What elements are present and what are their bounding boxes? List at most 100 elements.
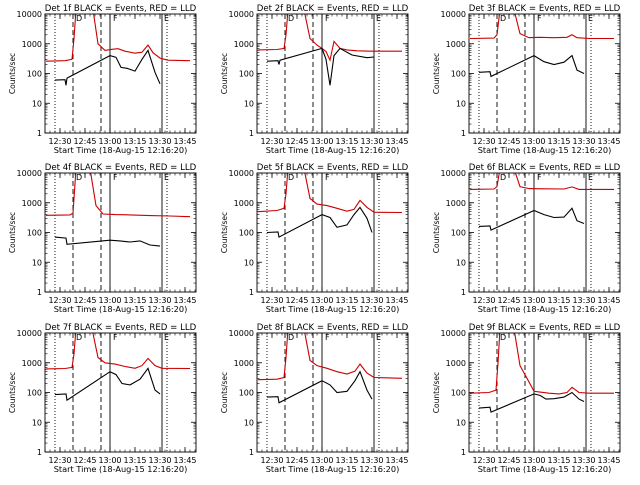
x-axis-label: Start Time (18-Aug-15 12:16:20) [266, 464, 400, 474]
x-tick-label: 13:45 [173, 137, 196, 146]
x-tick-label: 13:15 [335, 296, 358, 305]
series-group [469, 173, 614, 231]
flag-label: F [325, 14, 330, 23]
flag-label: D [500, 14, 506, 23]
detector-panel: Det 1f BLACK = Events, RED = LLD Counts/s… [8, 4, 197, 155]
y-tick-label: 1 [37, 448, 42, 457]
y-tick-label: 1 [461, 129, 466, 138]
x-tick-label: 12:30 [260, 137, 283, 146]
y-tick-label: 1000 [22, 199, 42, 208]
lld-series-line [469, 333, 614, 395]
events-series-line [266, 370, 373, 404]
y-tick-label: 100 [451, 229, 466, 238]
y-tick-label: 10000 [229, 10, 254, 19]
y-tick-label: 100 [451, 70, 466, 79]
y-tick-label: 1000 [234, 40, 254, 49]
detector-panel: Det 5f BLACK = Events, RED = LLD Counts/s… [220, 163, 409, 314]
panel-title: Det 3f BLACK = Events, RED = LLD [469, 4, 621, 14]
flag-label: D [76, 333, 82, 342]
flag-label: D [500, 173, 506, 182]
x-tick-label: 13:45 [597, 456, 620, 465]
x-tick-label: 12:45 [497, 137, 520, 146]
panel-title: Det 5f BLACK = Events, RED = LLD [257, 163, 409, 173]
events-series-line [478, 207, 585, 231]
plot-frame [468, 332, 621, 453]
panel-title: Det 8f BLACK = Events, RED = LLD [257, 323, 409, 333]
y-tick-label: 10000 [229, 169, 254, 178]
x-tick-label: 12:30 [260, 456, 283, 465]
panel-title: Det 1f BLACK = Events, RED = LLD [45, 4, 197, 14]
y-tick-label: 1 [249, 129, 254, 138]
x-tick-label: 13:15 [123, 137, 146, 146]
x-tick-label: 13:45 [597, 296, 620, 305]
y-axis-label: Counts/sec [432, 212, 441, 253]
y-axis-label: Counts/sec [432, 53, 441, 94]
y-tick-label: 1 [461, 448, 466, 457]
y-tick-label: 100 [27, 389, 42, 398]
y-tick-label: 1 [249, 448, 254, 457]
series-group [45, 333, 191, 402]
plot-frame [468, 13, 621, 134]
series-group [257, 333, 403, 404]
series-group [45, 173, 191, 247]
x-tick-label: 12:45 [497, 456, 520, 465]
events-series-line [266, 206, 373, 238]
events-series-line [54, 367, 161, 402]
x-tick-label: 12:30 [472, 456, 495, 465]
y-tick-label: 1 [37, 129, 42, 138]
y-tick-label: 10 [456, 418, 466, 427]
y-tick-label: 1000 [234, 359, 254, 368]
flag-label: F [113, 14, 118, 23]
x-tick-label: 13:00 [522, 296, 545, 305]
x-tick-label: 12:45 [285, 296, 308, 305]
detector-panel: Det 7f BLACK = Events, RED = LLD Counts/s… [8, 323, 197, 474]
y-tick-label: 100 [27, 229, 42, 238]
plot-frame [44, 332, 197, 453]
flag-label: E [376, 173, 381, 182]
x-tick-label: 13:15 [335, 137, 358, 146]
lld-series-line [45, 333, 191, 370]
y-tick-label: 10000 [17, 10, 42, 19]
y-tick-label: 10 [32, 99, 42, 108]
x-axis-label: Start Time (18-Aug-15 12:16:20) [54, 304, 188, 314]
detector-panel: Det 2f BLACK = Events, RED = LLD Counts/s… [220, 4, 409, 155]
y-tick-label: 10000 [441, 10, 466, 19]
x-tick-label: 12:30 [48, 137, 71, 146]
panel-title: Det 2f BLACK = Events, RED = LLD [257, 4, 409, 14]
lld-series-line [469, 14, 614, 40]
flag-label: D [76, 173, 82, 182]
detector-panel: Det 8f BLACK = Events, RED = LLD Counts/s… [220, 323, 409, 474]
flag-label: E [376, 333, 381, 342]
y-axis-label: Counts/sec [8, 372, 17, 413]
detector-panel: Det 6f BLACK = Events, RED = LLD Counts/s… [432, 163, 621, 314]
x-tick-label: 13:30 [148, 296, 171, 305]
flag-label: D [288, 173, 294, 182]
x-tick-label: 12:30 [472, 296, 495, 305]
flag-label: D [76, 14, 82, 23]
events-series-line [54, 49, 161, 86]
y-tick-label: 100 [27, 70, 42, 79]
flag-label: D [288, 333, 294, 342]
panel-title: Det 7f BLACK = Events, RED = LLD [45, 323, 197, 333]
x-tick-label: 13:45 [385, 456, 408, 465]
x-tick-label: 12:45 [285, 137, 308, 146]
events-series-line [54, 236, 161, 247]
y-tick-label: 10000 [441, 169, 466, 178]
lld-series-line [45, 14, 191, 62]
y-axis-label: Counts/sec [8, 212, 17, 253]
panel-title: Det 6f BLACK = Events, RED = LLD [469, 163, 621, 173]
flag-label: E [164, 14, 169, 23]
x-axis-label: Start Time (18-Aug-15 12:16:20) [478, 304, 612, 314]
y-tick-label: 10000 [17, 169, 42, 178]
y-axis-label: Counts/sec [8, 53, 17, 94]
x-tick-label: 13:00 [522, 137, 545, 146]
y-tick-label: 10 [456, 99, 466, 108]
flag-label: E [164, 173, 169, 182]
y-tick-label: 10 [456, 258, 466, 267]
x-tick-label: 13:45 [173, 296, 196, 305]
x-tick-label: 13:00 [310, 137, 333, 146]
plot-frame [44, 172, 197, 293]
x-axis-label: Start Time (18-Aug-15 12:16:20) [266, 304, 400, 314]
x-axis-label: Start Time (18-Aug-15 12:16:20) [54, 464, 188, 474]
